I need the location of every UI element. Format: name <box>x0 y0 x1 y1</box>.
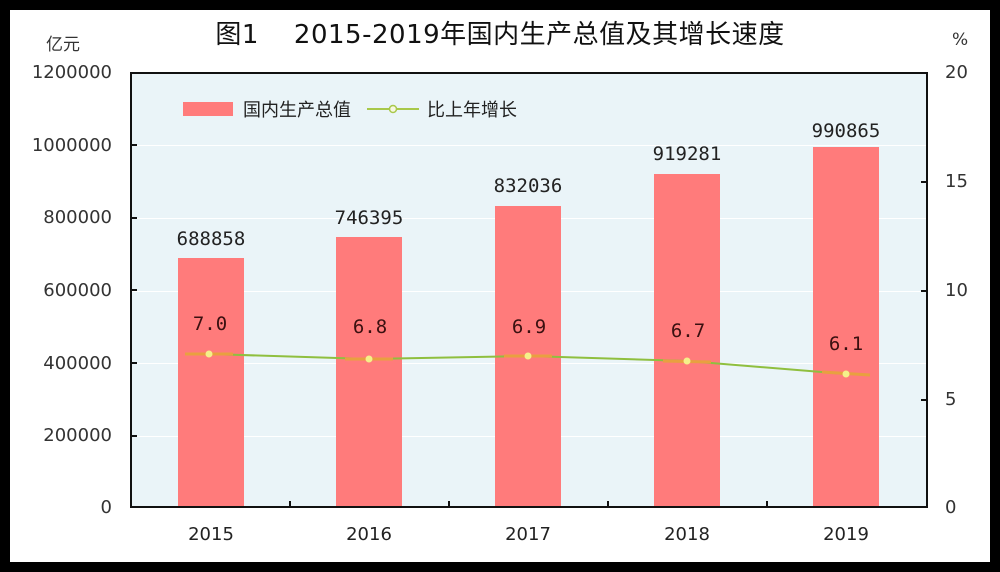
left-tick <box>130 362 137 364</box>
x-tick <box>289 501 291 508</box>
gridline <box>132 145 926 146</box>
x-label: 2018 <box>664 524 710 545</box>
point-value-label: 6.8 <box>352 316 388 338</box>
right-axis-unit: % <box>952 30 969 50</box>
x-label: 2015 <box>188 524 234 545</box>
legend-label: 国内生产总值 <box>243 100 351 121</box>
left-tick-label: 400000 <box>43 353 112 374</box>
bar-value-label: 919281 <box>652 143 722 165</box>
left-tick-label: 1200000 <box>31 62 112 83</box>
left-tick <box>130 289 137 291</box>
right-tick-label: 5 <box>945 389 957 410</box>
x-tick <box>448 501 450 508</box>
bar-2017 <box>495 206 561 506</box>
bar-value-label: 746395 <box>334 207 404 229</box>
legend-item-growth: 比上年增长 <box>367 96 517 122</box>
left-tick-label: 0 <box>100 497 112 518</box>
left-tick-label: 600000 <box>43 280 112 301</box>
legend-label: 比上年增长 <box>427 100 517 121</box>
line-marker-icon <box>367 104 419 114</box>
left-tick <box>130 217 137 219</box>
x-tick <box>766 501 768 508</box>
point-value-label: 6.1 <box>828 333 864 355</box>
left-tick <box>130 435 137 437</box>
legend: 国内生产总值 比上年增长 <box>183 96 533 122</box>
point-value-label: 7.0 <box>192 313 228 335</box>
bar-value-label: 688858 <box>176 228 246 250</box>
left-tick-label: 800000 <box>43 207 112 228</box>
legend-item-gdp: 国内生产总值 <box>183 96 351 122</box>
right-tick-label: 0 <box>945 497 957 518</box>
bar-value-label: 832036 <box>493 175 563 197</box>
bar-swatch-icon <box>183 102 233 116</box>
point-value-label: 6.7 <box>670 320 706 342</box>
bar-2015 <box>178 258 244 506</box>
x-label: 2017 <box>505 524 551 545</box>
right-tick <box>921 181 928 183</box>
right-tick <box>921 290 928 292</box>
left-axis-unit: 亿元 <box>46 35 80 55</box>
bar-2019 <box>813 147 879 506</box>
point-value-label: 6.9 <box>511 316 547 338</box>
left-tick <box>130 144 137 146</box>
left-tick-label: 1000000 <box>31 135 112 156</box>
x-label: 2019 <box>823 524 869 545</box>
bar-2018 <box>654 174 720 506</box>
bar-2016 <box>336 237 402 506</box>
right-tick <box>921 399 928 401</box>
right-tick-label: 20 <box>945 62 968 83</box>
right-tick-label: 15 <box>945 171 968 192</box>
right-tick-label: 10 <box>945 280 968 301</box>
left-tick-label: 200000 <box>43 425 112 446</box>
x-tick <box>607 501 609 508</box>
x-label: 2016 <box>346 524 392 545</box>
chart-title: 图1 2015-2019年国内生产总值及其增长速度 <box>215 20 785 50</box>
bar-value-label: 990865 <box>811 120 881 142</box>
